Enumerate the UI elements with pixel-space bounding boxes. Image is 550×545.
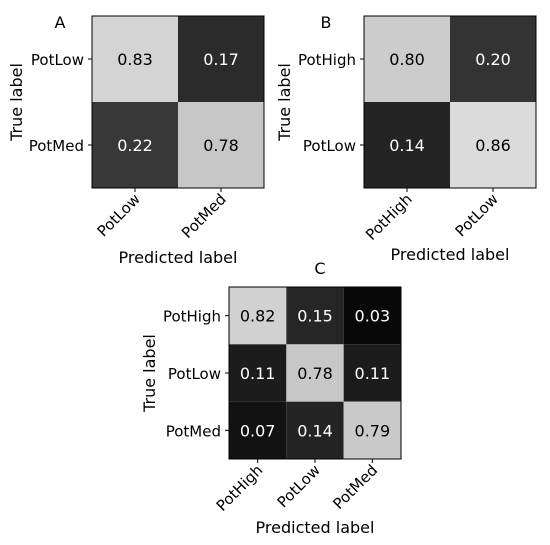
x-tick-label: PotMed	[178, 190, 230, 242]
x-tick-label: PotMed	[329, 461, 381, 513]
y-axis-title: True label	[140, 334, 159, 413]
cell-value-label: 0.20	[475, 50, 511, 69]
cell-value-label: 0.03	[355, 307, 391, 326]
y-tick-label: PotLow	[303, 137, 356, 155]
x-tick-label: PotLow	[94, 190, 144, 240]
heatmap-cell	[364, 16, 450, 102]
cell-value-label: 0.15	[297, 307, 333, 326]
confusion-matrix-panel-b: 0.80 0.20 0.14 0.86 PotHigh PotLow PotHigh PotL…	[275, 13, 537, 264]
cell-value-label: 0.86	[475, 136, 511, 155]
heatmap-cell	[343, 344, 401, 402]
x-tick-label: PotLow	[274, 461, 324, 511]
cell-value-label: 0.11	[240, 364, 276, 383]
y-tick-label: PotLow	[168, 365, 221, 383]
panel-label: A	[55, 13, 66, 32]
y-axis-title: True label	[275, 63, 294, 142]
confusion-matrix-panel-a: 0.83 0.17 0.22 0.78 PotLow PotMed PotLow PotMed…	[7, 13, 265, 267]
y-tick-label: PotMed	[166, 422, 221, 440]
y-axis-title: True label	[7, 63, 26, 142]
heatmap-cell	[92, 102, 178, 188]
cell-value-label: 0.80	[389, 50, 425, 69]
heatmap-cell	[364, 102, 450, 188]
x-axis-title: Predicted label	[391, 245, 510, 264]
x-tick-label: PotHigh	[362, 190, 416, 244]
confusion-matrix-panel-c: 0.82 0.15 0.03 0.11 0.78 0.11 0.07 0.14 0.79 PotH…	[140, 259, 402, 537]
heatmap-cell	[286, 287, 344, 345]
heatmap-cell	[450, 102, 536, 188]
heatmap-cell	[229, 344, 287, 402]
heatmap-cell	[286, 401, 344, 459]
heatmap-cell	[229, 287, 287, 345]
x-tick-label: PotLow	[452, 190, 502, 240]
y-tick-label: PotHigh	[163, 308, 221, 326]
heatmap-cell	[343, 287, 401, 345]
y-tick-label: PotHigh	[298, 51, 356, 69]
y-tick-label: PotMed	[29, 137, 84, 155]
x-axis-title: Predicted label	[119, 248, 238, 267]
heatmap-cell	[178, 16, 264, 102]
panel-label: C	[314, 259, 325, 278]
x-tick-label: PotHigh	[213, 461, 267, 515]
x-axis-title: Predicted label	[256, 518, 375, 537]
plot-frame	[363, 15, 537, 189]
heatmap-cell	[92, 16, 178, 102]
cell-value-label: 0.14	[389, 136, 425, 155]
y-tick-label: PotLow	[31, 51, 84, 69]
cell-value-label: 0.22	[117, 136, 153, 155]
cell-value-label: 0.83	[117, 50, 153, 69]
heatmap-cell	[450, 16, 536, 102]
heatmap-cell	[286, 344, 344, 402]
cell-value-label: 0.14	[297, 421, 333, 440]
heatmap-cell	[229, 401, 287, 459]
cell-value-label: 0.11	[355, 364, 391, 383]
cell-value-label: 0.78	[203, 136, 239, 155]
cell-value-label: 0.07	[240, 421, 276, 440]
heatmap-cell	[343, 401, 401, 459]
plot-frame	[91, 15, 265, 189]
cell-value-label: 0.78	[297, 364, 333, 383]
heatmap-cell	[178, 102, 264, 188]
cell-value-label: 0.17	[203, 50, 239, 69]
cell-value-label: 0.82	[240, 307, 276, 326]
cell-value-label: 0.79	[355, 421, 391, 440]
panel-label: B	[321, 13, 332, 32]
